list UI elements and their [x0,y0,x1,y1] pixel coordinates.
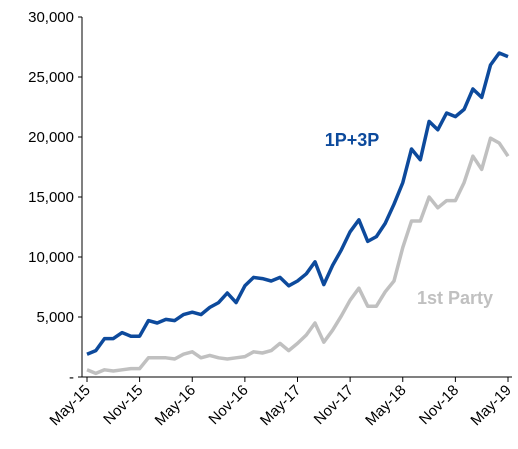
y-tick-label: 25,000 [28,69,74,86]
y-tick-label: 5,000 [36,309,74,326]
series-label: 1st Party [417,288,493,308]
y-tick-label: 10,000 [28,249,74,266]
series-line [86,51,509,356]
x-tick-label: May-19 [467,382,514,429]
x-tick-label: Nov-15 [100,382,146,428]
x-tick-label: May-15 [46,382,93,429]
x-tick-label: May-17 [257,382,304,429]
y-tick-label: 30,000 [28,9,74,26]
y-tick-label: 15,000 [28,189,74,206]
x-tick-label: May-18 [362,382,409,429]
y-tick-label: 20,000 [28,129,74,146]
x-tick-label: Nov-17 [311,382,357,428]
series-line [86,136,510,376]
series-label: 1P+3P [325,130,380,150]
x-tick-label: Nov-18 [416,382,462,428]
x-tick-label: Nov-16 [205,382,251,428]
y-tick-label: - [69,369,74,386]
x-tick-label: May-16 [152,382,199,429]
